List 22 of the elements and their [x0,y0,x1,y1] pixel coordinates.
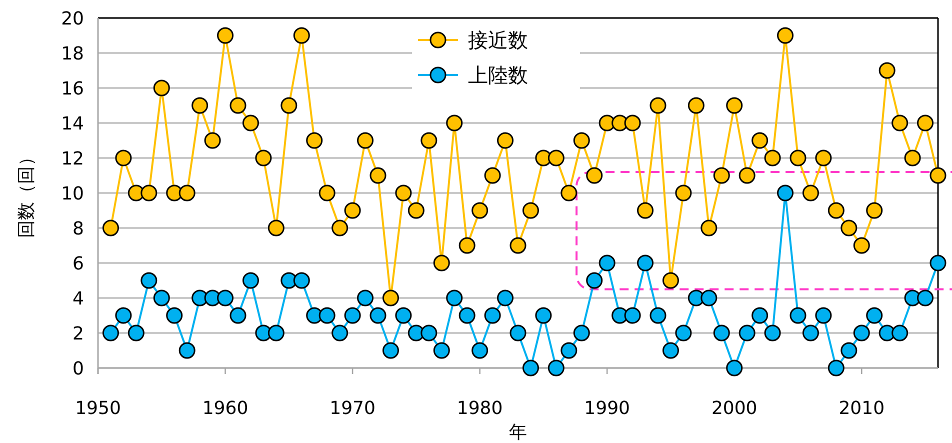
y-tick-label: 8 [72,218,84,240]
y-tick-label: 2 [72,324,84,344]
y-tick-label: 12 [61,148,84,170]
y-tick-label: 4 [72,288,84,310]
x-tick-label: 1960 [202,398,248,419]
y-tick-label: 14 [61,114,84,134]
x-axis-title: 年 [509,422,527,443]
y-tick-label: 18 [61,44,84,64]
y-tick-label: 20 [61,8,84,30]
x-tick-label: 2010 [838,398,885,419]
x-tick-label: 2000 [711,398,758,419]
y-tick-label: 0 [72,358,84,380]
legend-label: 接近数 [468,28,528,52]
x-tick-label: 1970 [330,398,376,419]
y-tick-label: 6 [72,254,84,274]
x-tick-label: 1990 [584,398,630,419]
legend-label: 上陸数 [468,63,528,87]
y-tick-label: 10 [61,184,84,204]
y-tick-label: 16 [61,78,84,100]
x-tick-label: 1950 [75,398,121,419]
y-axis-title: 回数（回） [16,148,37,238]
x-tick-label: 1980 [456,398,503,419]
